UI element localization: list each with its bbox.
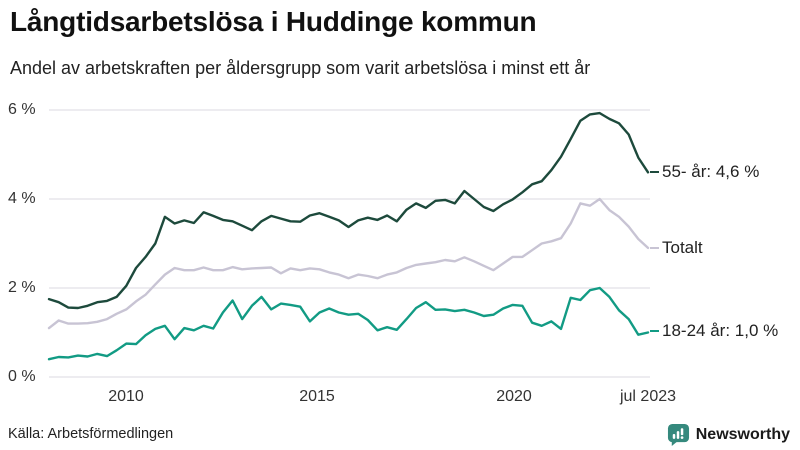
series-line-55- år: [47, 111, 650, 310]
y-tick-2: 2 %: [8, 279, 36, 296]
series-total-leader-line: [650, 247, 659, 249]
x-tick-2010: 2010: [108, 388, 144, 405]
newsworthy-brand-text: Newsworthy: [695, 425, 790, 443]
series-55plus-leader-line: [650, 171, 659, 173]
series-line-18-24 år: [47, 286, 650, 361]
series-18-24-leader-line: [650, 330, 659, 332]
series-label-total: Totalt: [650, 237, 703, 259]
page-title: Långtidsarbetslösa i Huddinge kommun: [10, 6, 537, 37]
series-label-55plus: 55- år: 4,6 %: [650, 161, 759, 183]
series-label-18-24: 18-24 år: 1,0 %: [650, 320, 778, 342]
y-tick-6: 6 %: [8, 101, 36, 118]
page-subtitle: Andel av arbetskraften per åldersgrupp s…: [10, 58, 591, 78]
x-tick-2015: 2015: [299, 388, 335, 405]
newsworthy-logo-icon: [667, 423, 689, 446]
newsworthy-brand: Newsworthy: [667, 423, 790, 446]
x-tick-2020: 2020: [496, 388, 532, 405]
series-55plus-label-text: 55- år: 4,6 %: [662, 162, 760, 181]
series-total-label-text: Totalt: [662, 238, 703, 257]
source-note: Källa: Arbetsförmedlingen: [8, 426, 174, 442]
series-line-Totalt: [47, 197, 650, 330]
series-18-24-label-text: 18-24 år: 1,0 %: [662, 321, 779, 340]
y-tick-4: 4 %: [8, 190, 36, 207]
y-tick-0: 0 %: [8, 368, 36, 385]
x-tick-jul2023: jul 2023: [619, 388, 677, 405]
